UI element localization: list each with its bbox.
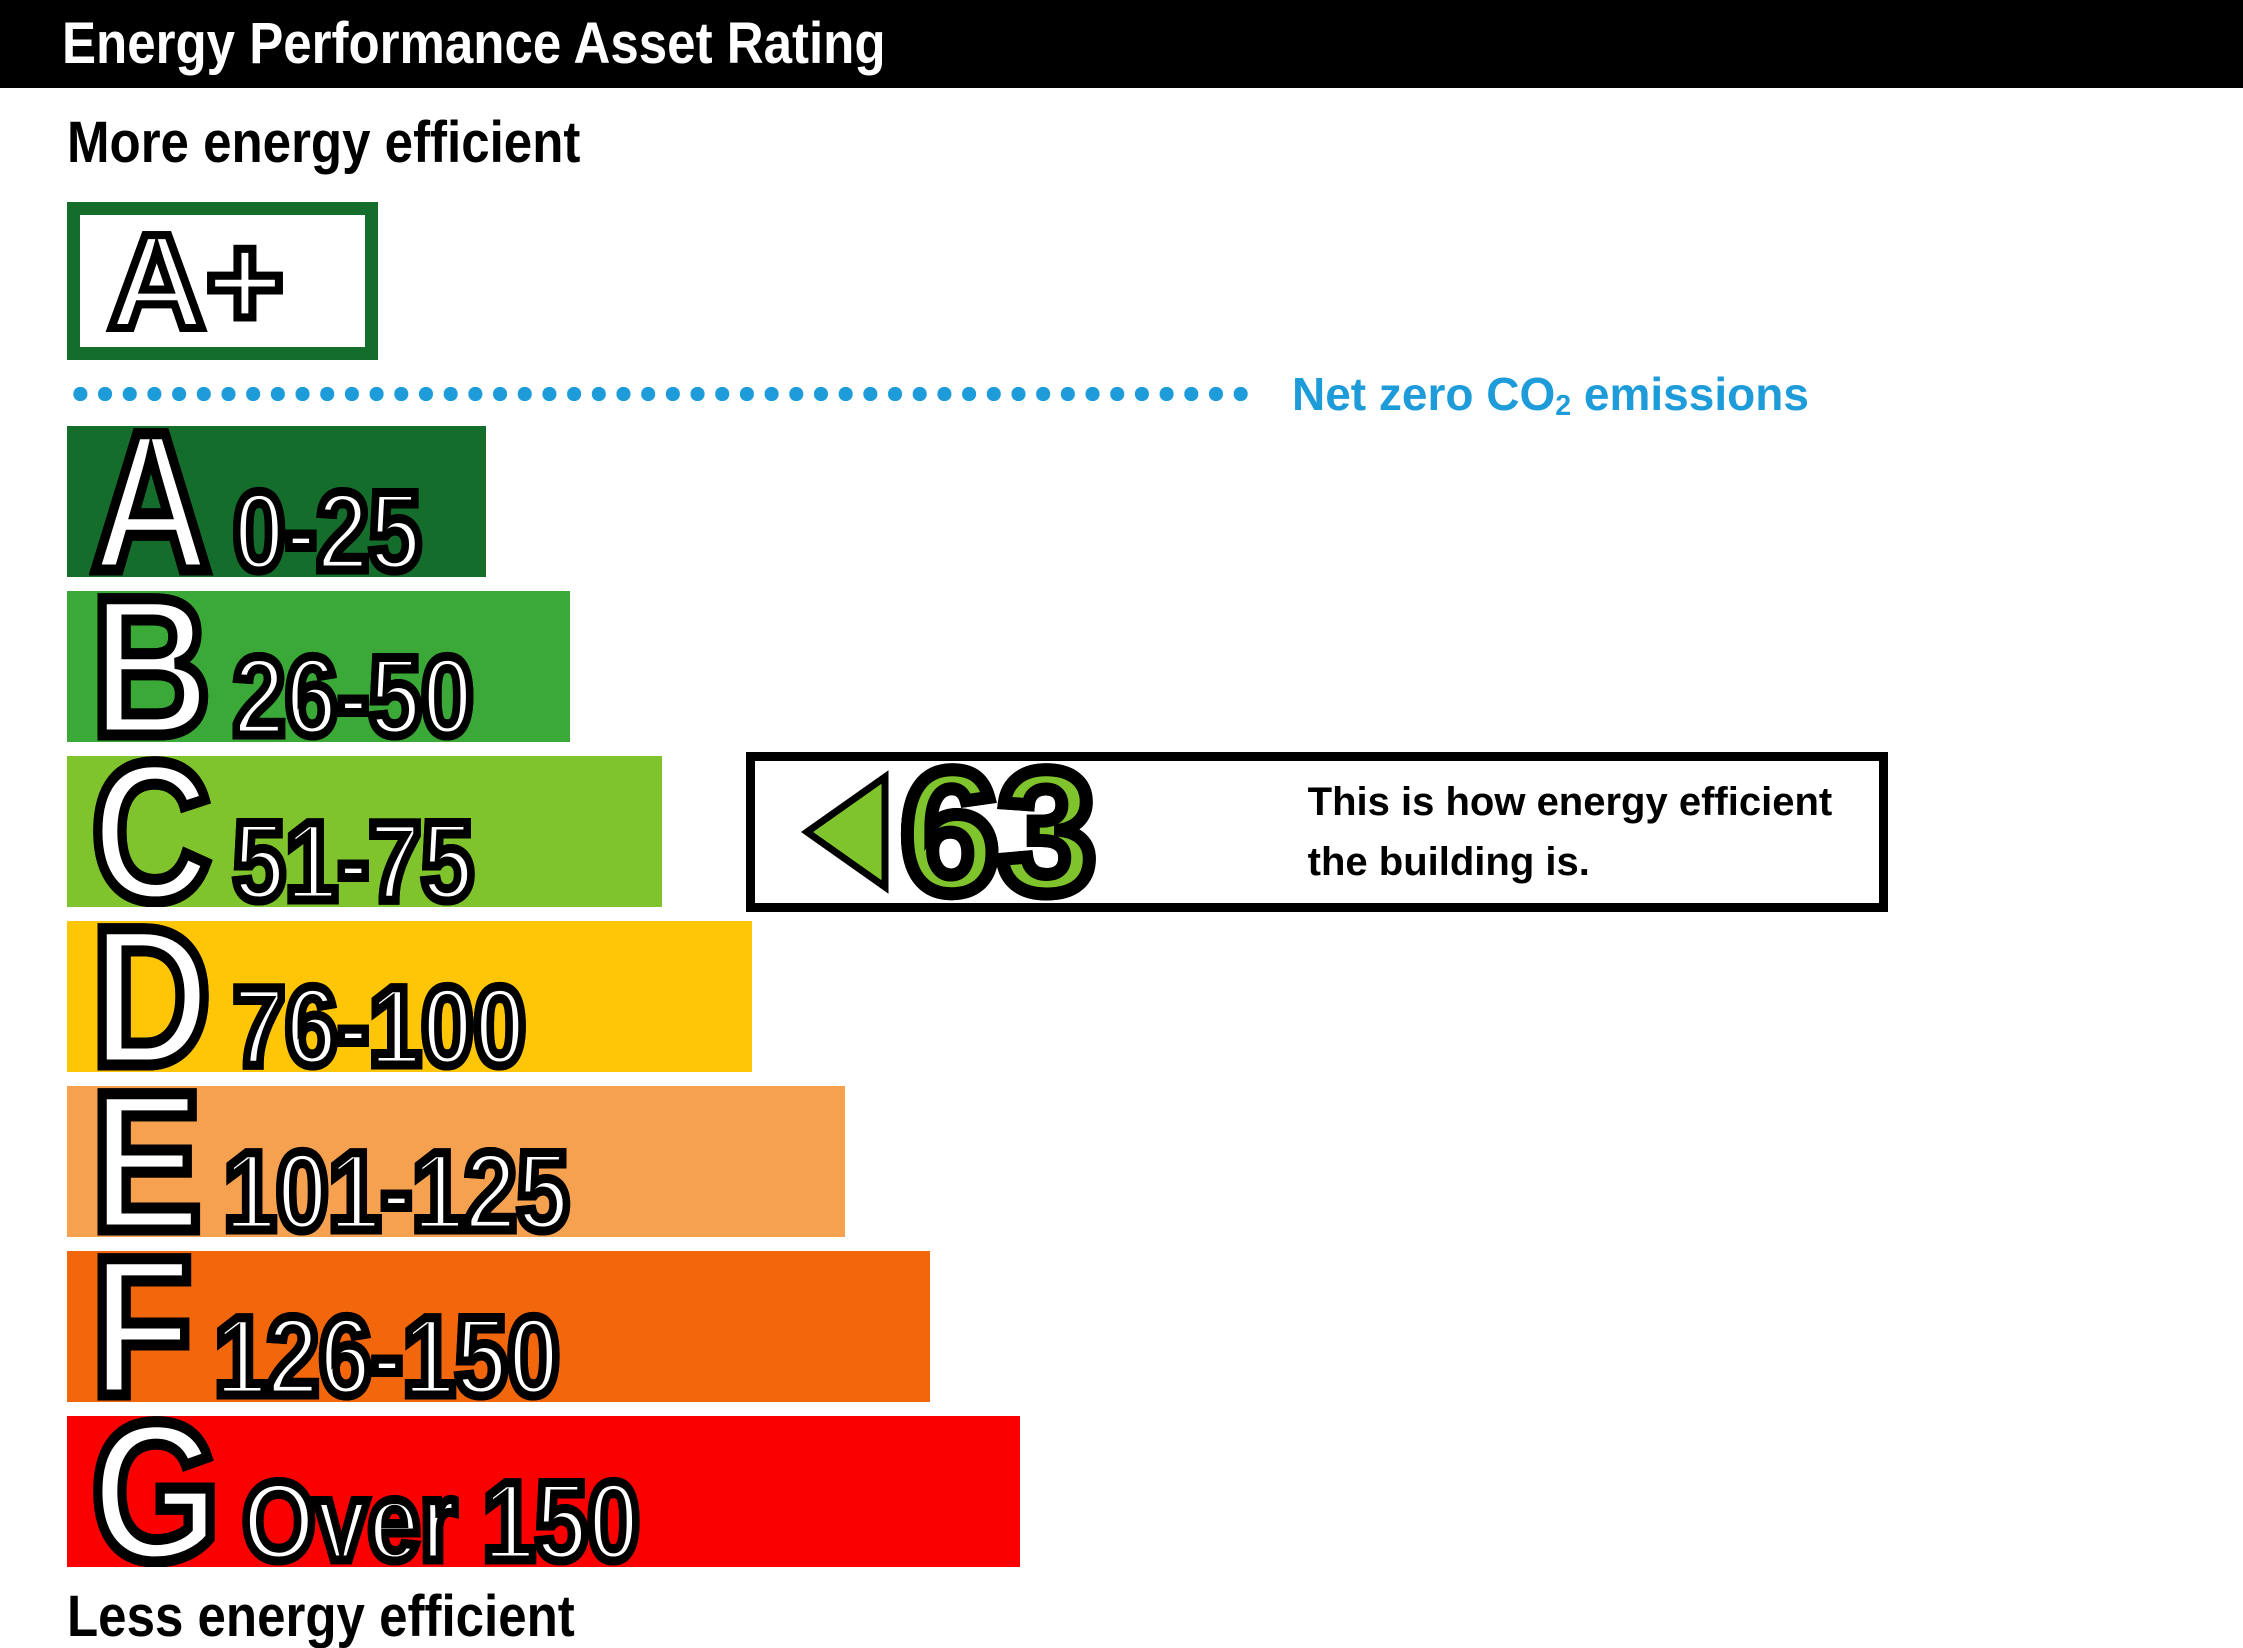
rating-value: 63 63 — [895, 734, 1103, 930]
band-letter: C C — [86, 756, 215, 907]
band-range: 26-50 26-50 — [229, 630, 477, 743]
band-row-f: F F 126-150 126-150 — [67, 1251, 930, 1402]
band-range: 51-75 51-75 — [229, 795, 477, 908]
band-range: 101-125 101-125 — [220, 1125, 573, 1238]
net-zero-row: Net zero CO2 emissions — [68, 368, 2243, 423]
title-bar: Energy Performance Asset Rating — [0, 0, 2243, 88]
band-row-d: D D 76-100 76-100 — [67, 921, 752, 1072]
net-zero-label: Net zero CO2 emissions — [1292, 368, 1809, 423]
less-efficient-label: Less energy efficient — [67, 1584, 575, 1648]
band-range: 126-150 126-150 — [211, 1290, 564, 1403]
band-letter: F F — [86, 1251, 197, 1402]
band-row-c: C C 51-75 51-75 — [67, 756, 662, 907]
band-range: 76-100 76-100 — [229, 960, 530, 1073]
band-letter: E E — [86, 1086, 206, 1237]
band-range: 0-25 0-25 — [229, 465, 425, 578]
band-letter: G G — [86, 1416, 225, 1567]
arrow-left-icon — [801, 770, 889, 894]
band-letter: D D — [86, 921, 215, 1072]
band-a-plus: A+ A+ — [67, 202, 378, 360]
band-row-g: G G Over 150 Over 150 — [67, 1416, 1020, 1567]
band-row-b: B B 26-50 26-50 — [67, 591, 570, 742]
more-efficient-label: More energy efficient — [67, 110, 581, 175]
rating-bands: A A 0-25 0-25 B B 26-50 26-50 — [67, 426, 2243, 1567]
rating-indicator: 63 63 This is how energy efficient the b… — [746, 738, 1888, 926]
band-a-plus-label: A+ A+ — [104, 205, 288, 357]
page-title: Energy Performance Asset Rating — [62, 11, 886, 76]
band-range: Over 150 Over 150 — [238, 1455, 643, 1568]
band-row-e: E E 101-125 101-125 — [67, 1086, 845, 1237]
rating-description: This is how energy efficient the buildin… — [1307, 780, 1833, 884]
band-letter: B B — [86, 591, 215, 742]
band-row-a: A A 0-25 0-25 — [67, 426, 486, 577]
band-letter: A A — [86, 426, 215, 577]
co2-subscript: 2 — [1555, 390, 1572, 423]
dotted-line — [68, 386, 1254, 402]
